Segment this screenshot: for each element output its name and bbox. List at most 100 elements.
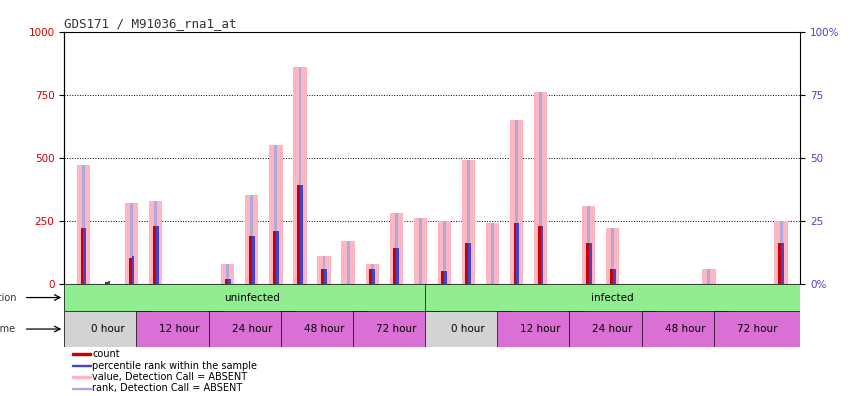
Bar <box>132 256 134 284</box>
Bar <box>80 228 83 284</box>
Text: count: count <box>92 349 120 359</box>
Bar <box>466 244 468 284</box>
Bar <box>444 271 447 284</box>
Bar <box>425 311 512 346</box>
Bar <box>510 120 523 284</box>
Bar <box>77 165 90 284</box>
Bar <box>270 145 282 284</box>
Bar <box>371 263 373 284</box>
Bar <box>642 311 728 346</box>
Text: infection: infection <box>0 293 16 303</box>
Bar <box>152 226 156 284</box>
Bar <box>300 185 303 284</box>
Bar <box>366 263 378 284</box>
Bar <box>136 311 223 346</box>
Text: 48 hour: 48 hour <box>664 324 705 334</box>
Bar <box>395 213 398 284</box>
Bar <box>419 218 422 284</box>
Bar <box>467 160 470 284</box>
Bar <box>154 200 157 284</box>
Bar <box>104 282 108 284</box>
Text: 0 hour: 0 hour <box>91 324 124 334</box>
Bar <box>582 206 595 284</box>
Bar <box>83 228 86 284</box>
Bar <box>491 223 494 284</box>
Bar <box>780 221 782 284</box>
Bar <box>72 388 91 389</box>
Bar <box>437 221 451 284</box>
Bar <box>318 256 330 284</box>
Bar <box>108 281 110 284</box>
Bar <box>396 248 399 284</box>
Bar <box>514 223 516 284</box>
Bar <box>82 165 85 284</box>
Text: 12 hour: 12 hour <box>520 324 561 334</box>
Text: uninfected: uninfected <box>224 293 280 303</box>
Bar <box>389 213 403 284</box>
Bar <box>778 244 782 284</box>
Bar <box>130 203 133 284</box>
Bar <box>393 248 396 284</box>
Bar <box>149 200 163 284</box>
Bar <box>468 244 472 284</box>
Bar <box>321 268 324 284</box>
Bar <box>245 196 259 284</box>
Text: 72 hour: 72 hour <box>376 324 416 334</box>
Bar <box>540 226 544 284</box>
Bar <box>275 145 277 284</box>
Bar <box>569 311 656 346</box>
Bar <box>515 120 518 284</box>
Bar <box>72 354 91 355</box>
Bar <box>64 311 151 346</box>
Bar <box>324 268 327 284</box>
Bar <box>347 241 349 284</box>
Bar <box>461 160 475 284</box>
Bar <box>299 67 301 284</box>
Text: GDS171 / M91036_rna1_at: GDS171 / M91036_rna1_at <box>64 17 237 30</box>
Bar <box>775 221 788 284</box>
Bar <box>64 284 439 311</box>
Text: 72 hour: 72 hour <box>737 324 777 334</box>
Text: percentile rank within the sample: percentile rank within the sample <box>92 360 257 371</box>
Bar <box>606 228 620 284</box>
Bar <box>225 279 228 284</box>
Bar <box>534 92 547 284</box>
Bar <box>251 196 253 284</box>
Text: value, Detection Call = ABSENT: value, Detection Call = ABSENT <box>92 372 247 382</box>
Bar <box>782 244 784 284</box>
Bar <box>281 311 367 346</box>
Bar <box>342 241 354 284</box>
Bar <box>323 256 325 284</box>
Bar <box>413 218 427 284</box>
Bar <box>228 279 230 284</box>
Bar <box>72 376 91 377</box>
Bar <box>443 221 446 284</box>
Bar <box>714 311 800 346</box>
Bar <box>516 223 520 284</box>
Text: 24 hour: 24 hour <box>592 324 633 334</box>
Bar <box>273 231 276 284</box>
Text: infected: infected <box>591 293 634 303</box>
Text: 0 hour: 0 hour <box>451 324 485 334</box>
Bar <box>425 284 800 311</box>
Text: time: time <box>0 324 16 334</box>
Bar <box>369 268 372 284</box>
Bar <box>708 268 710 284</box>
Bar <box>539 92 542 284</box>
Bar <box>586 244 589 284</box>
Text: 48 hour: 48 hour <box>304 324 344 334</box>
Bar <box>128 259 132 284</box>
Bar <box>252 236 255 284</box>
Bar <box>587 206 590 284</box>
Bar <box>611 228 614 284</box>
Text: 24 hour: 24 hour <box>232 324 272 334</box>
Text: rank, Detection Call = ABSENT: rank, Detection Call = ABSENT <box>92 383 242 393</box>
Bar <box>589 244 591 284</box>
Bar <box>497 311 584 346</box>
Bar <box>297 185 300 284</box>
Bar <box>442 271 444 284</box>
Bar <box>372 268 375 284</box>
Bar <box>294 67 306 284</box>
Bar <box>538 226 540 284</box>
Bar <box>486 223 499 284</box>
